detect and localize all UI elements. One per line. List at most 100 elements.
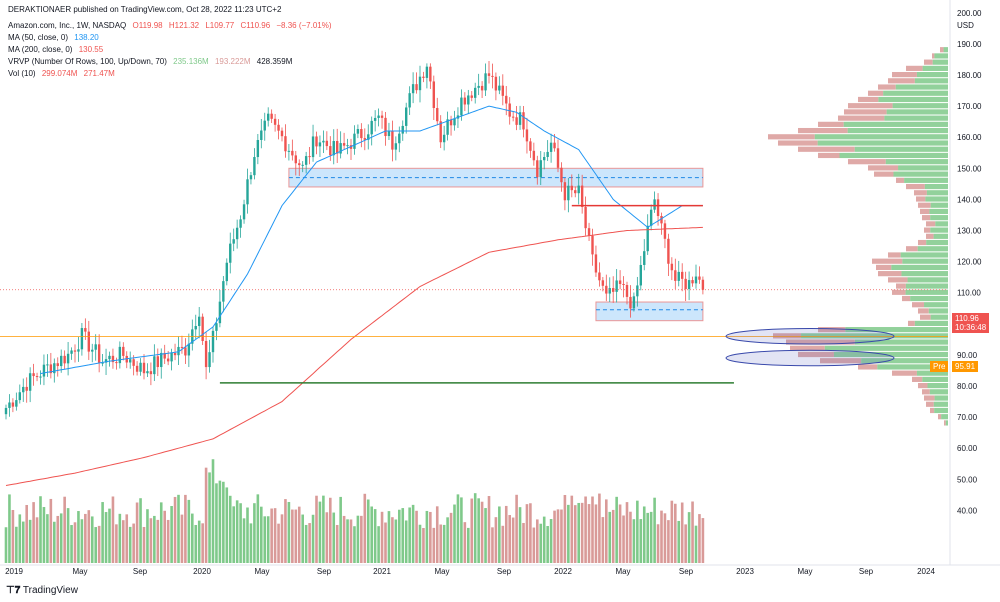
vol-legend[interactable]: Vol (10) 299.074M 271.47M [8, 69, 119, 78]
volume-bar [11, 509, 15, 563]
volume-bar [90, 516, 94, 563]
vrvp-row-up [929, 208, 948, 215]
candle-body [515, 117, 518, 125]
candle-body [301, 164, 304, 166]
candle-body [135, 365, 139, 372]
vrvp-row-up [935, 221, 948, 227]
candle-body [460, 97, 463, 116]
candle-body [591, 235, 594, 255]
ma200-legend[interactable]: MA (200, close, 0) 130.55 [8, 45, 107, 54]
candle-body [394, 143, 398, 150]
candle-body [177, 346, 180, 356]
volume-bar [504, 505, 508, 563]
candle-body [232, 239, 235, 244]
candle-body [518, 112, 522, 125]
candle-body [698, 276, 701, 280]
symbol-name[interactable]: Amazon.com, Inc., 1W, NASDAQ [8, 21, 127, 30]
volume-bar [104, 512, 108, 563]
vrvp-row-up [914, 78, 948, 84]
volume-bar [487, 496, 491, 563]
ma50-label: MA (50, close, 0) [8, 33, 69, 42]
volume-bar [394, 519, 398, 563]
volume-bar [615, 496, 618, 563]
volume-bar [253, 503, 256, 563]
vrvp-row-down [938, 414, 942, 420]
volume-bar [284, 499, 287, 563]
volume-bar [297, 506, 301, 563]
vrvp-legend[interactable]: VRVP (Number Of Rows, 100, Up/Down, 70) … [8, 57, 296, 66]
candle-body [356, 129, 360, 134]
candle-body [522, 112, 525, 130]
candle-body [63, 355, 66, 364]
candle-body [42, 364, 46, 377]
volume-bar [484, 508, 487, 563]
vrvp-row-up [945, 420, 948, 426]
candle-body [32, 373, 35, 377]
vrvp-up: 235.136M [173, 57, 209, 66]
vrvp-row-down [892, 370, 917, 376]
volume-bar [539, 523, 543, 563]
candle-body [539, 160, 542, 178]
candle-body [643, 251, 646, 265]
candle-body [329, 146, 332, 156]
volume-bar [594, 504, 598, 563]
volume-bar [491, 527, 494, 563]
volume-bar [501, 525, 505, 563]
candle-body [39, 376, 42, 378]
vrvp-row-up [905, 289, 948, 295]
volume-bar [59, 513, 63, 563]
vrvp-row-up [927, 383, 948, 389]
candle-body [122, 346, 125, 356]
ma50-legend[interactable]: MA (50, close, 0) 138.20 [8, 33, 103, 42]
volume-bar [380, 511, 384, 563]
volume-bar [235, 500, 239, 563]
vrvp-row-down [818, 327, 846, 333]
candle-body [149, 371, 153, 375]
highlight-ellipse [725, 349, 895, 367]
volume-bar [225, 487, 229, 563]
volume-bar [42, 507, 46, 563]
candle-body [204, 340, 208, 368]
volume-bar [356, 515, 360, 563]
volume-bar [670, 500, 674, 563]
vrvp-row-down [848, 159, 886, 165]
tradingview-brand[interactable]: ⊤𝟕 TradingView [6, 585, 78, 596]
volume-bar [377, 526, 380, 563]
candle-body [8, 402, 11, 408]
published-line: DERAKTIONAER published on TradingView.co… [8, 5, 282, 14]
y-tick-label: 60.00 [957, 444, 978, 453]
pre-label-tag: Pre [930, 361, 949, 372]
volume-bar [318, 501, 322, 563]
x-tick-label: May [615, 567, 630, 576]
candle-body [529, 141, 532, 151]
x-tick-label: May [72, 567, 87, 576]
volume-bar [232, 506, 235, 563]
volume-bar [508, 515, 511, 563]
candle-body [80, 328, 84, 350]
candle-body [318, 142, 322, 147]
volume-bar [87, 510, 91, 563]
vrvp-row-up [924, 183, 948, 190]
candle-body [287, 150, 291, 152]
volume-bar [346, 519, 349, 563]
vrvp-row-down [918, 383, 928, 389]
candle-body [608, 288, 611, 294]
volume-bar [4, 527, 8, 563]
volume-bar [173, 496, 177, 563]
volume-bar [684, 524, 687, 563]
vrvp-row-down [906, 65, 923, 71]
volume-bar [453, 504, 456, 563]
candle-body [284, 136, 287, 152]
vrvp-row-up [900, 252, 948, 258]
volume-bar [308, 523, 311, 563]
candle-body [91, 349, 94, 352]
volume-bar [556, 509, 560, 563]
volume-bar [580, 502, 584, 563]
vrvp-row-down [844, 109, 887, 115]
candle-body [129, 359, 132, 363]
vrvp-row-down [896, 177, 905, 183]
volume-bar [332, 512, 336, 563]
candle-body [598, 272, 601, 281]
vrvp-row-down [940, 47, 944, 53]
